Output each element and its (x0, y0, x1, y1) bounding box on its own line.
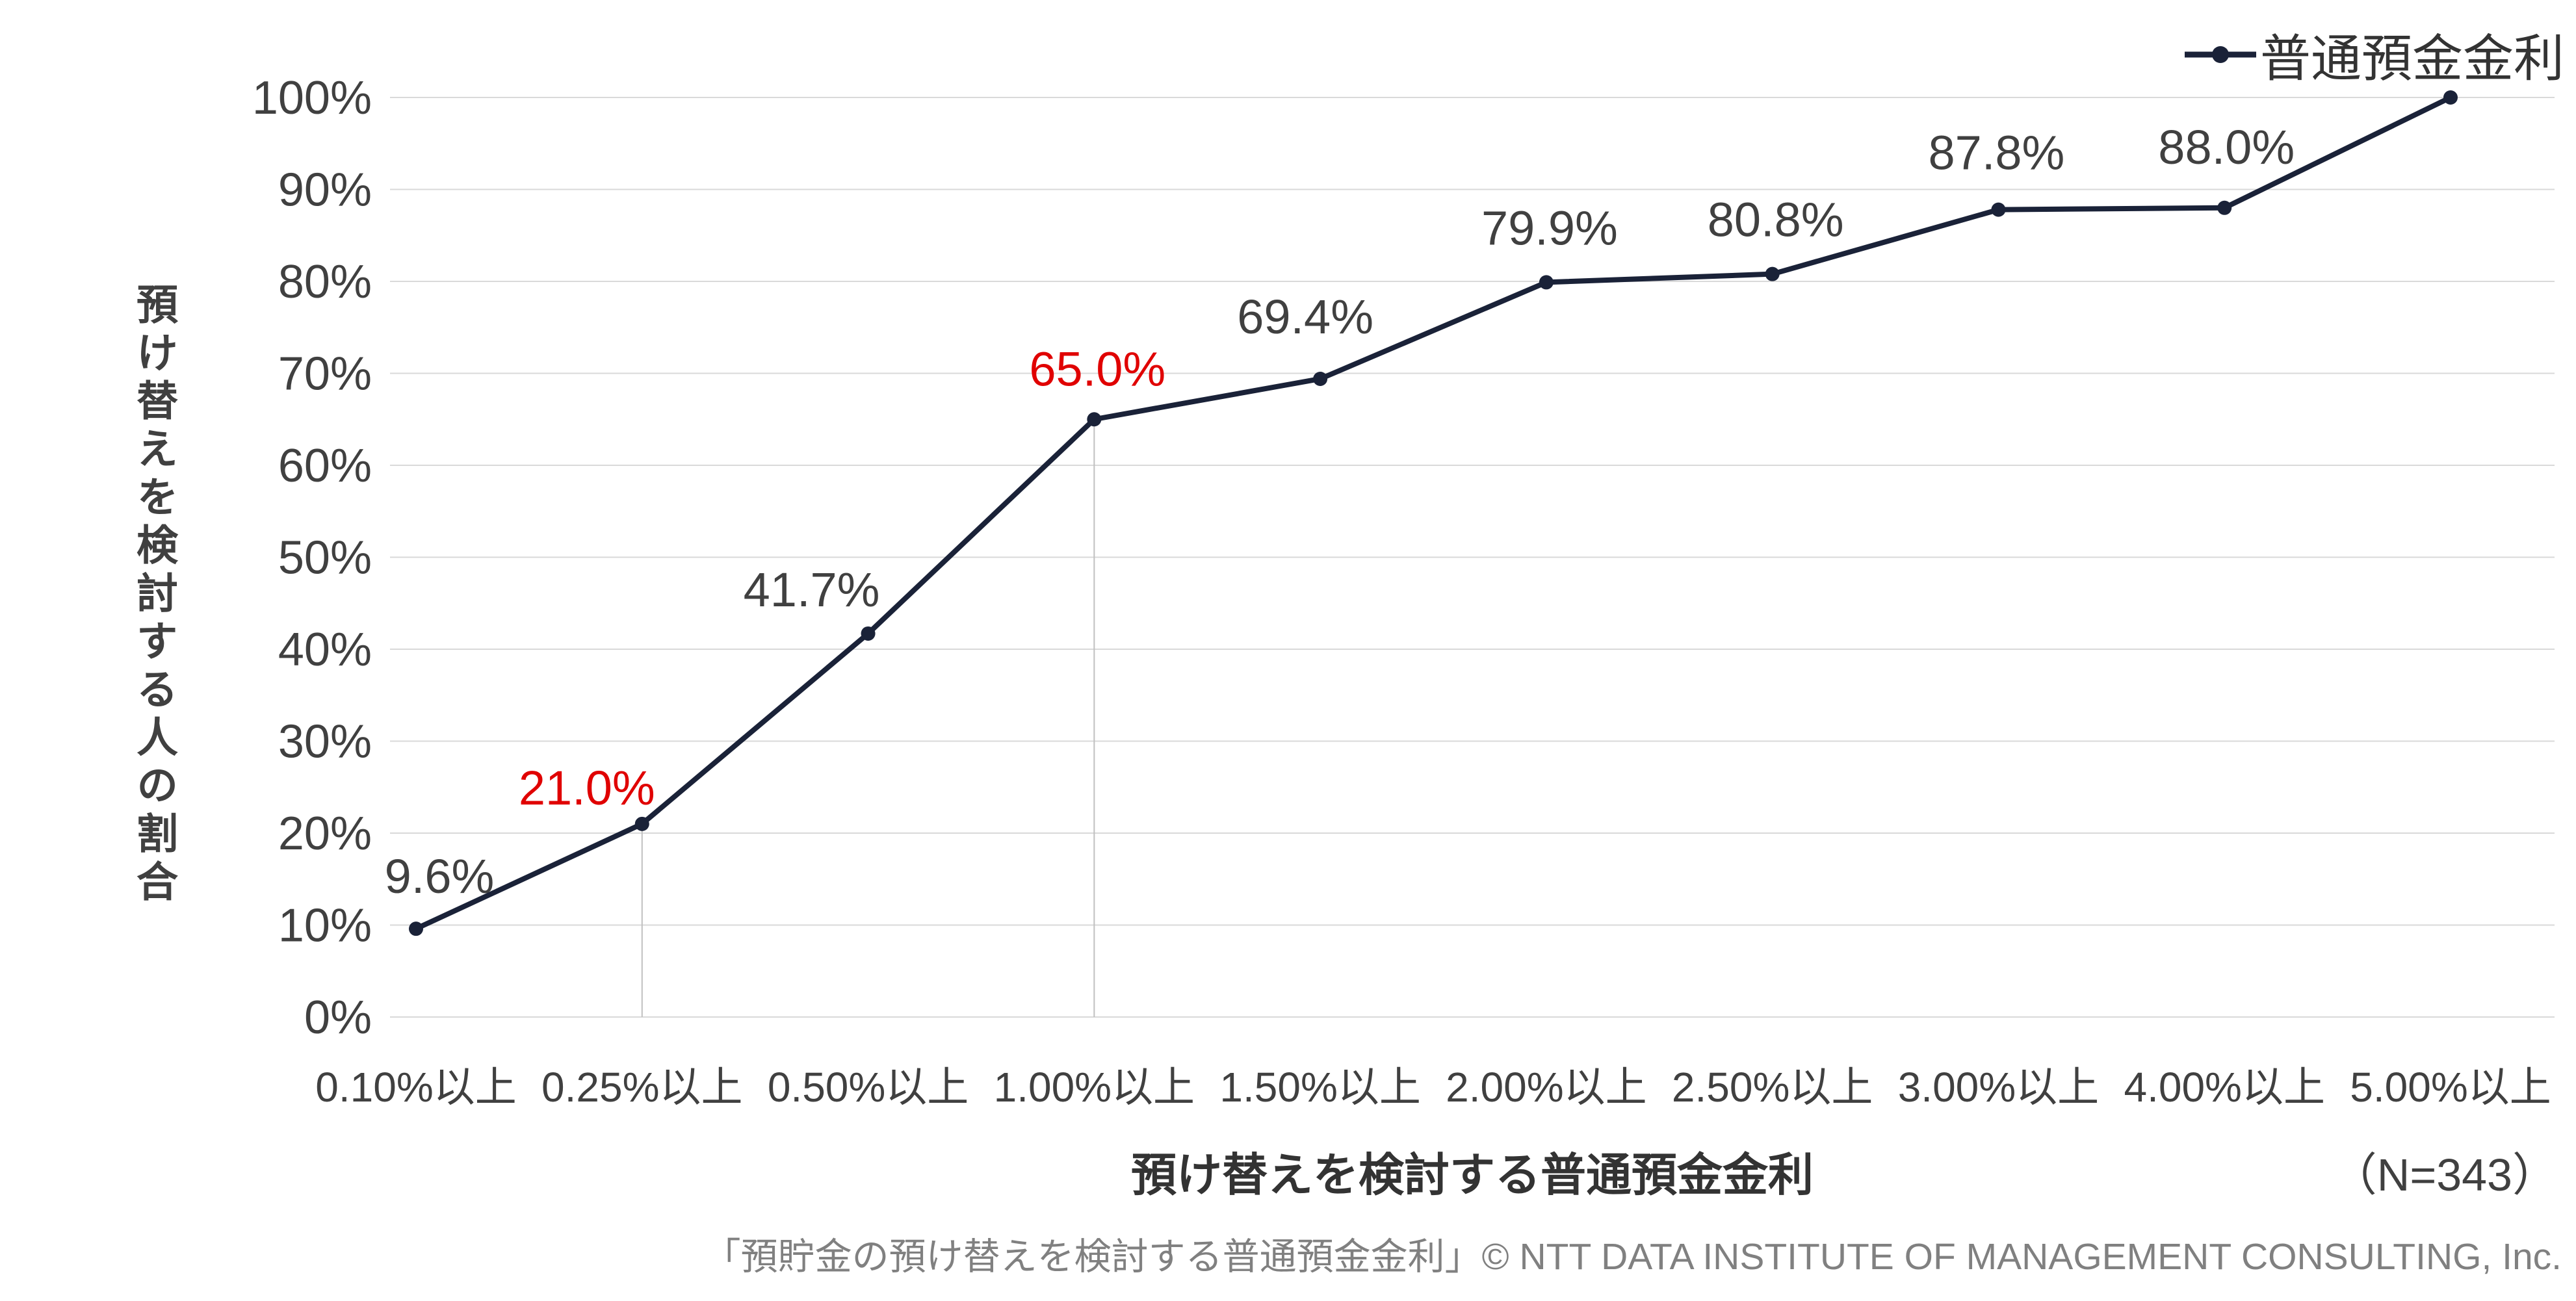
value-label: 41.7% (744, 563, 880, 617)
y-tick-label: 20% (278, 808, 372, 860)
y-tick-label: 80% (278, 256, 372, 308)
y-tick-label: 50% (278, 532, 372, 584)
y-axis-title: 預け替えを検討する人の割合 (131, 283, 177, 908)
y-tick-label: 70% (278, 348, 372, 400)
x-tick-label: 0.50%以上 (768, 1064, 969, 1111)
legend-label: 普通預金金利 (2259, 30, 2564, 87)
x-tick-label: 2.00%以上 (1446, 1064, 1646, 1111)
value-label: 69.4% (1237, 290, 1373, 344)
data-point (1765, 266, 1780, 281)
y-tick-label: 60% (278, 440, 372, 492)
data-point (1539, 275, 1554, 290)
data-point (1087, 412, 1102, 427)
data-point (2217, 200, 2232, 215)
source-copyright-note: 「預貯金の預け替えを検討する普通預金金利」© NTT DATA INSTITUT… (703, 1236, 2562, 1278)
x-tick-label: 1.00%以上 (994, 1064, 1195, 1111)
value-label: 79.9% (1481, 201, 1618, 255)
y-tick-label: 40% (278, 624, 372, 676)
data-point (2443, 90, 2458, 105)
x-tick-label: 0.10%以上 (315, 1064, 516, 1111)
x-tick-label: 4.00%以上 (2124, 1064, 2324, 1111)
data-point (634, 816, 649, 831)
x-tick-label: 5.00%以上 (2350, 1064, 2551, 1111)
value-label: 88.0% (2158, 120, 2295, 174)
y-tick-label: 10% (278, 900, 372, 952)
y-tick-label: 0% (304, 992, 372, 1044)
x-axis-title: 預け替えを検討する普通預金金利 (1131, 1150, 1814, 1200)
value-label-highlighted: 65.0% (1029, 342, 1165, 396)
value-label-highlighted: 21.0% (519, 761, 655, 815)
data-point (1991, 202, 2006, 217)
data-point (409, 921, 423, 936)
x-tick-label: 0.25%以上 (541, 1064, 742, 1111)
value-label: 9.6% (385, 849, 495, 903)
y-tick-label: 100% (252, 72, 372, 124)
x-tick-label: 1.50%以上 (1219, 1064, 1420, 1111)
sample-size-note: （N=343） (2331, 1150, 2558, 1200)
x-tick-label: 3.00%以上 (1898, 1064, 2099, 1111)
y-tick-label: 90% (278, 164, 372, 216)
data-point (861, 626, 876, 641)
y-tick-label: 30% (278, 716, 372, 768)
legend-line-marker-icon (2184, 46, 2256, 63)
value-label: 87.8% (1929, 126, 2065, 180)
value-label: 80.8% (1708, 193, 1844, 247)
series-line (413, 95, 2453, 932)
data-point (1313, 371, 1328, 386)
legend: 普通預金金利 (2184, 18, 2564, 91)
x-tick-label: 2.50%以上 (1672, 1064, 1873, 1111)
